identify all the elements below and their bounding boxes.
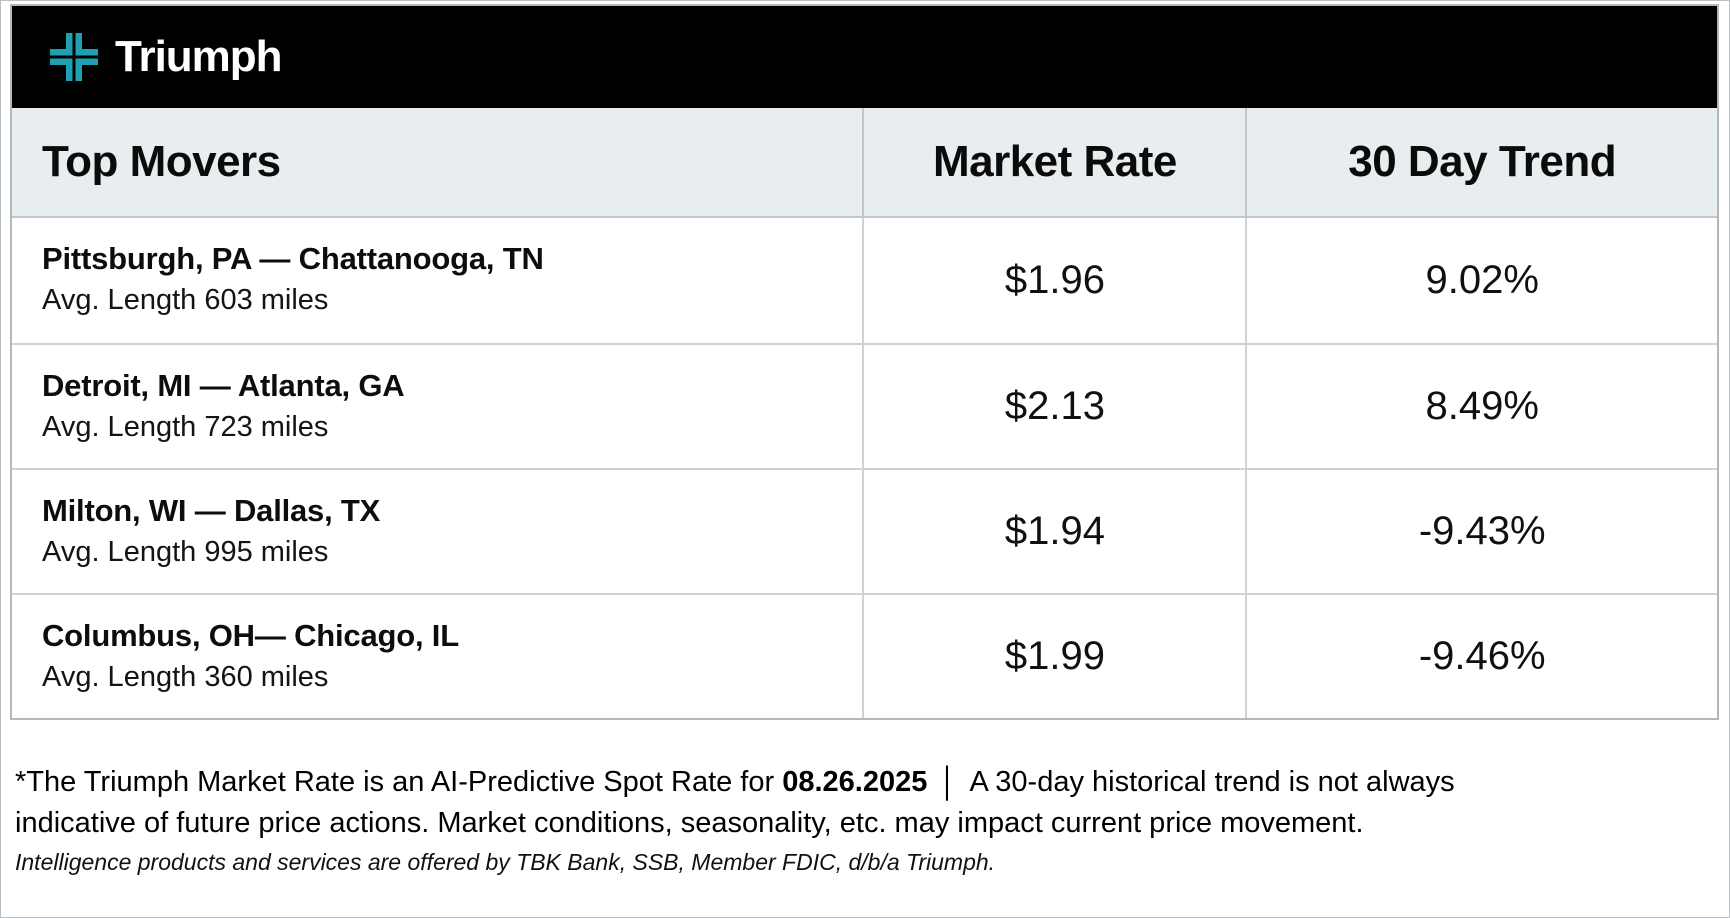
lane-cell: Milton, WI — Dallas, TX Avg. Length 995 … [12, 470, 862, 593]
market-rate-value: $1.94 [862, 470, 1245, 593]
vertical-bar-separator: │ [939, 767, 958, 799]
rate-card: Triumph Top Movers Market Rate 30 Day Tr… [10, 4, 1719, 720]
trend-value: 8.49% [1245, 345, 1717, 468]
column-header-30-day-trend: 30 Day Trend [1245, 108, 1717, 216]
table-header-row: Top Movers Market Rate 30 Day Trend [12, 108, 1717, 218]
column-header-market-rate: Market Rate [862, 108, 1245, 216]
lane-avg-length: Avg. Length 723 miles [42, 411, 329, 443]
lane-avg-length: Avg. Length 995 miles [42, 536, 329, 568]
footnote-date: 08.26.2025 [782, 766, 928, 798]
market-rate-value: $1.99 [862, 595, 1245, 718]
lane-avg-length: Avg. Length 603 miles [42, 284, 329, 316]
lane-cell: Columbus, OH— Chicago, IL Avg. Length 36… [12, 595, 862, 718]
column-header-top-movers: Top Movers [42, 137, 281, 186]
table-row: Milton, WI — Dallas, TX Avg. Length 995 … [12, 468, 1717, 593]
trend-value: -9.43% [1245, 470, 1717, 593]
market-rate-value: $2.13 [862, 345, 1245, 468]
lane-avg-length: Avg. Length 360 miles [42, 661, 329, 693]
trend-value: -9.46% [1245, 595, 1717, 718]
market-rate-value: $1.96 [862, 218, 1245, 343]
lane-name: Milton, WI — Dallas, TX [42, 493, 381, 528]
lane-name: Detroit, MI — Atlanta, GA [42, 368, 405, 403]
table-row: Columbus, OH— Chicago, IL Avg. Length 36… [12, 593, 1717, 718]
lane-name: Columbus, OH— Chicago, IL [42, 618, 459, 653]
footnote-prefix: *The Triumph Market Rate is an AI-Predic… [15, 766, 783, 798]
table-row: Pittsburgh, PA — Chattanooga, TN Avg. Le… [12, 218, 1717, 343]
triumph-cross-icon [50, 33, 98, 81]
brand-bar: Triumph [12, 6, 1717, 108]
trend-value: 9.02% [1245, 218, 1717, 343]
lane-name: Pittsburgh, PA — Chattanooga, TN [42, 241, 544, 276]
lane-cell: Pittsburgh, PA — Chattanooga, TN Avg. Le… [12, 218, 862, 343]
table-body: Pittsburgh, PA — Chattanooga, TN Avg. Le… [12, 218, 1717, 718]
footnote-suffix: A 30-day historical trend is not always … [15, 766, 1455, 839]
disclaimer: Intelligence products and services are o… [15, 849, 996, 875]
table-row: Detroit, MI — Atlanta, GA Avg. Length 72… [12, 343, 1717, 468]
lane-cell: Detroit, MI — Atlanta, GA Avg. Length 72… [12, 345, 862, 468]
brand-name: Triumph [115, 32, 283, 81]
footnote: *The Triumph Market Rate is an AI-Predic… [15, 762, 1570, 844]
